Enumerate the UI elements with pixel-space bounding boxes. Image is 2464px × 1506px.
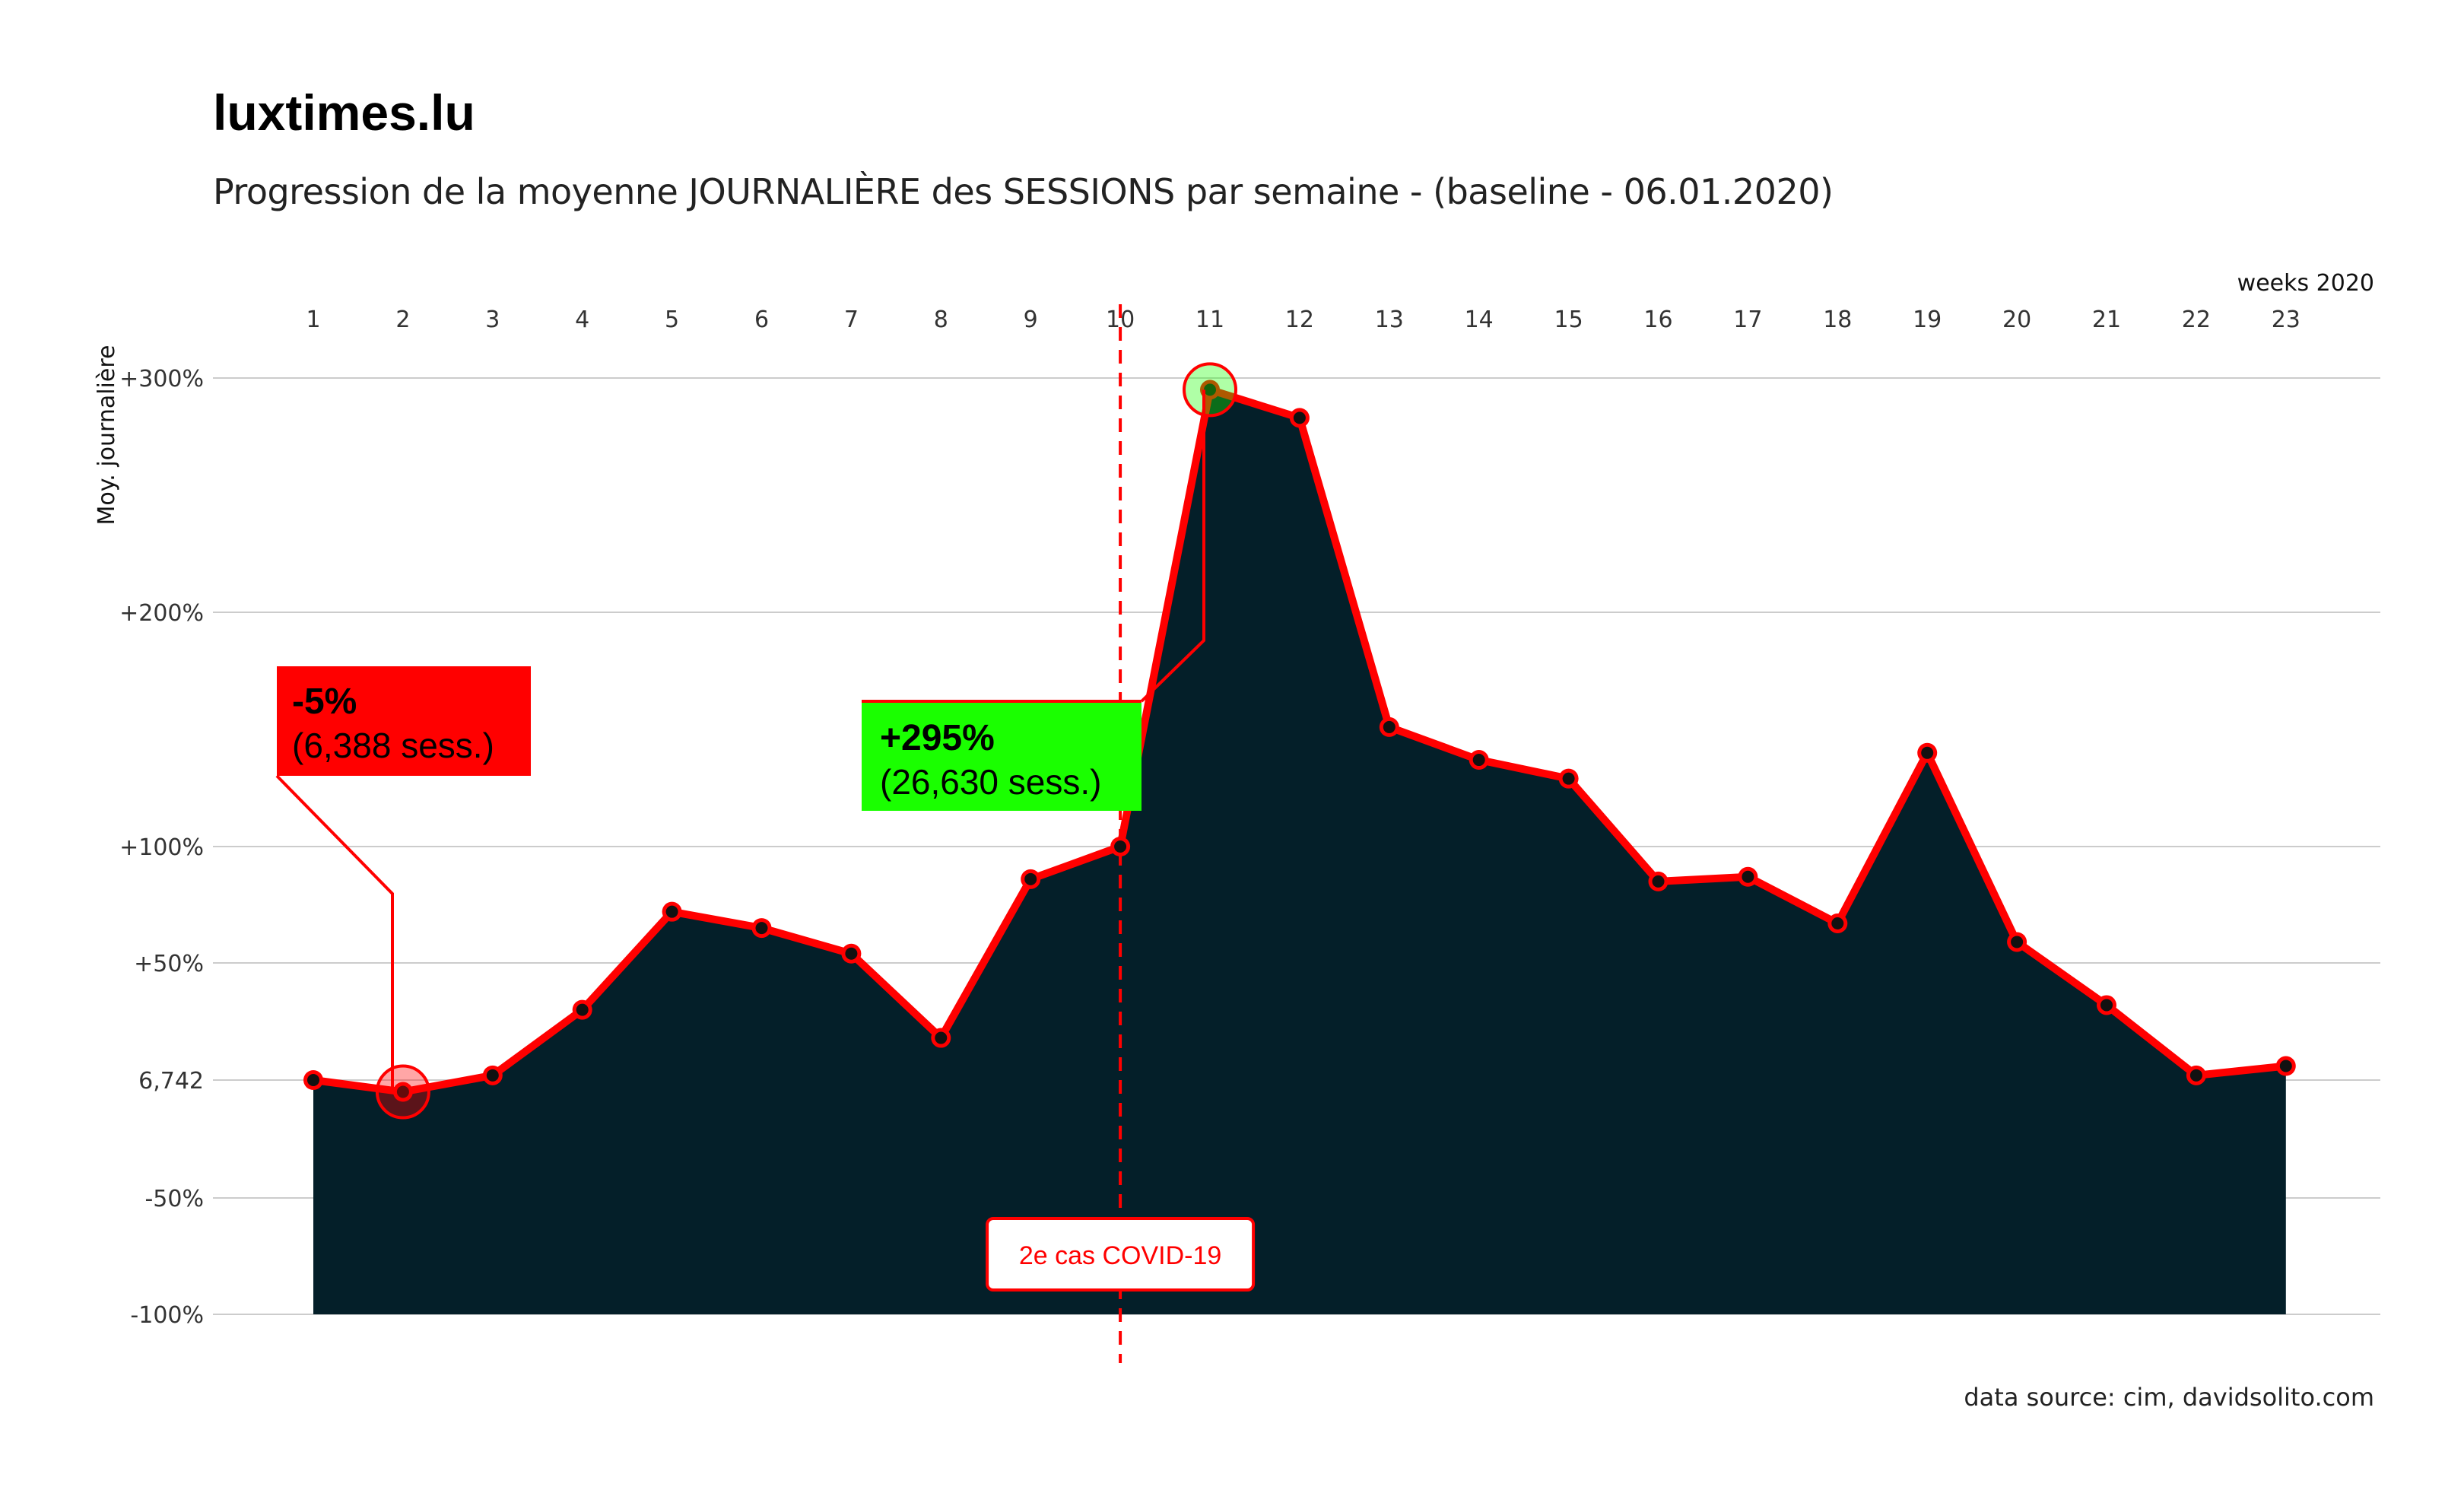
data-point-center: [2189, 1069, 2202, 1082]
y-axis-title: Moy. journalière: [94, 345, 120, 526]
x-tick-label: 18: [1823, 307, 1852, 333]
chart-subtitle: Progression de la moyenne JOURNALIÈRE de…: [213, 171, 1834, 212]
x-tick-label: 17: [1733, 307, 1762, 333]
x-tick-label: 8: [934, 307, 948, 333]
data-point-center: [576, 1003, 589, 1016]
data-point-center: [1742, 870, 1754, 883]
data-point-center: [2279, 1060, 2292, 1072]
x-tick-label: 7: [844, 307, 859, 333]
area-fill: [313, 389, 2286, 1314]
y-tick-label: +100%: [119, 834, 204, 861]
x-tick-label: 21: [2092, 307, 2121, 333]
x-tick-label: 14: [1465, 307, 1494, 333]
x-tick-label: 1: [306, 307, 320, 333]
area-layer: [313, 389, 2286, 1314]
chart-title: luxtimes.lu: [213, 84, 475, 141]
min-label-box: [277, 666, 531, 776]
data-point-center: [1472, 754, 1485, 767]
data-point-center: [845, 947, 858, 960]
data-point-center: [1204, 383, 1216, 396]
x-tick-label: 3: [485, 307, 500, 333]
data-point-center: [2100, 999, 2113, 1012]
x-tick-label: 23: [2272, 307, 2300, 333]
x-tick-label: 12: [1285, 307, 1314, 333]
min-highlight: [375, 1064, 430, 1120]
x-tick-label: 5: [665, 307, 679, 333]
y-tick-label: +50%: [134, 951, 204, 977]
min-label-sub: (6,388 sess.): [292, 726, 494, 765]
x-tick-label: 22: [2182, 307, 2211, 333]
x-tick-label: 16: [1643, 307, 1672, 333]
x-tick-label: 13: [1375, 307, 1404, 333]
max-label-box: [862, 701, 1142, 811]
x-tick-labels: 1 2 3 4 5 6 7 8 9 10 11 12 13 14 15 16 17 18 19 20 21 22 23: [306, 307, 2300, 333]
y-tick-label: +200%: [119, 600, 204, 627]
y-tick-labels: -100% -50% 6,742 +50% +100% +200% +300%: [119, 366, 204, 1329]
min-label-title: -5%: [292, 682, 357, 722]
data-point-center: [665, 905, 678, 918]
event-label: 2e cas COVID-19: [1019, 1241, 1221, 1270]
x-tick-label: 2: [395, 307, 410, 333]
data-point-center: [2011, 936, 2024, 948]
data-point-center: [1831, 917, 1844, 929]
data-point-center: [1921, 746, 1934, 759]
data-source-caption: data source: cim, davidsolito.com: [1964, 1383, 2374, 1412]
data-point-center: [935, 1031, 948, 1044]
x-tick-label: 9: [1024, 307, 1038, 333]
max-leader-line: [1140, 389, 1205, 703]
x-tick-label: 4: [575, 307, 589, 333]
x-tick-label: 11: [1195, 307, 1224, 333]
x-tick-label: 20: [2002, 307, 2031, 333]
x-axis-title: weeks 2020: [2237, 270, 2374, 297]
data-point-center: [396, 1085, 409, 1098]
data-point-center: [1114, 840, 1127, 853]
y-tick-label: -50%: [144, 1186, 204, 1212]
y-tick-label: -100%: [130, 1302, 204, 1329]
y-tick-label: 6,742: [138, 1068, 204, 1095]
max-label-title: +295%: [880, 718, 995, 758]
data-point-center: [1293, 411, 1306, 424]
max-label-sub: (26,630 sess.): [880, 762, 1101, 802]
y-tick-label: +300%: [119, 366, 204, 392]
data-point-center: [1383, 720, 1396, 733]
max-highlight: [1183, 362, 1237, 418]
annotation-layer: -5% (6,388 sess.) +295%(26,630 sess.): [275, 362, 1237, 1120]
data-point-center: [1024, 872, 1037, 885]
x-tick-label: 6: [754, 307, 769, 333]
data-point-center: [1562, 772, 1575, 785]
data-point-center: [755, 922, 768, 935]
min-leader-line: [275, 774, 394, 1092]
data-point-center: [486, 1069, 499, 1082]
data-point-center: [1652, 875, 1665, 888]
x-tick-label: 19: [1913, 307, 1942, 333]
x-tick-label: 15: [1554, 307, 1583, 333]
x-tick-label: 10: [1106, 307, 1135, 333]
data-point-center: [307, 1074, 319, 1086]
point-layer: [303, 380, 2296, 1102]
event-label-box: [986, 1217, 1256, 1292]
